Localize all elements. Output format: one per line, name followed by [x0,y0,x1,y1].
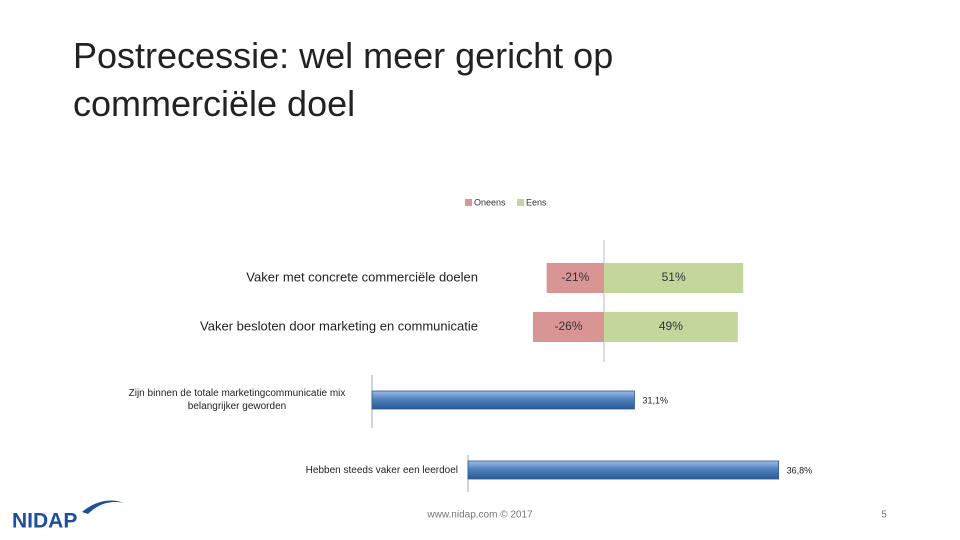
category-label: Vaker besloten door marketing en communi… [200,318,478,333]
legend-swatch [465,199,472,206]
bar [371,390,635,410]
category-label: Zijn binnen de totale marketingcommunica… [128,388,346,412]
bar [604,263,744,293]
category-label: Vaker met concrete commerciële doelen [246,269,478,284]
bar [533,312,604,342]
legend-label: Oneens [474,197,506,207]
slide-title: Postrecessie: wel meer gericht op commer… [73,35,614,124]
value-label: -21% [561,270,589,284]
value-label: 51% [662,270,686,284]
value-label: 31,1% [642,395,668,405]
category-label: Hebben steeds vaker een leerdoel [305,464,458,476]
value-label: 36,8% [787,465,813,475]
bar [546,263,604,293]
logo: NIDAP [12,510,77,533]
footer: www.nidap.com © 2017 [426,510,533,521]
bar [467,460,779,480]
legend-swatch [517,199,524,206]
page-number: 5 [881,510,887,521]
bar [604,312,738,342]
logo-swoosh [82,500,124,514]
value-label: 49% [659,319,683,333]
value-label: -26% [555,319,583,333]
legend-label: Eens [526,197,547,207]
